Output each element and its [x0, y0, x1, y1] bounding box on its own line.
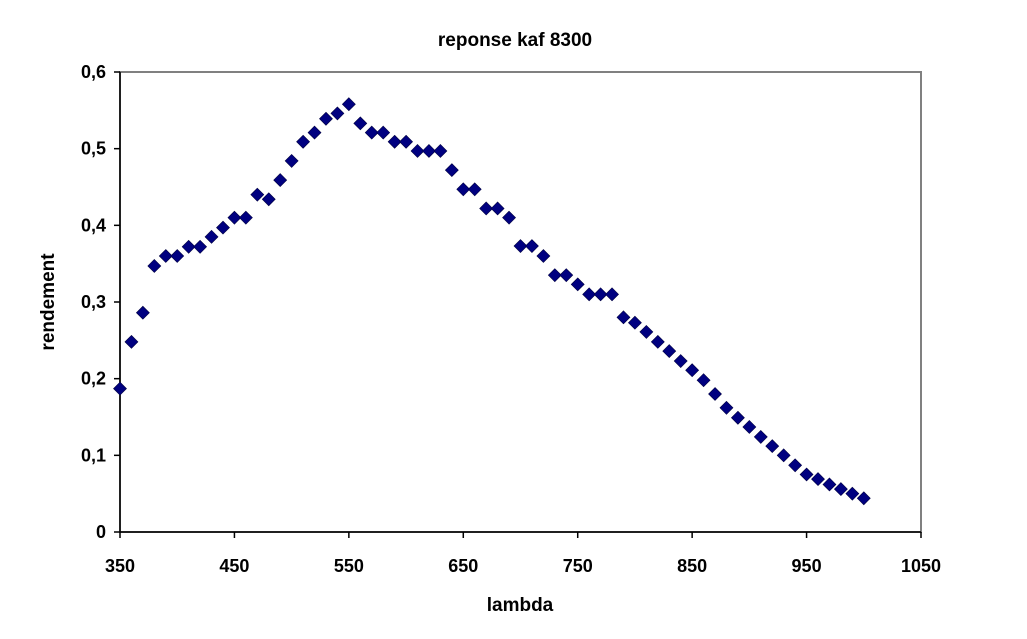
- data-point: [135, 305, 150, 320]
- data-point: [696, 373, 711, 388]
- plot-area-frame: [119, 71, 922, 533]
- x-tick-label: 450: [219, 556, 249, 576]
- data-point: [250, 187, 265, 202]
- data-point: [181, 239, 196, 254]
- data-point: [639, 324, 654, 339]
- data-point: [845, 486, 860, 501]
- data-point: [387, 134, 402, 149]
- data-point: [593, 287, 608, 302]
- data-point: [730, 410, 745, 425]
- data-point: [479, 201, 494, 216]
- data-point: [582, 287, 597, 302]
- data-point: [765, 439, 780, 454]
- data-point: [788, 458, 803, 473]
- data-point: [422, 144, 436, 158]
- data-point: [376, 125, 391, 140]
- data-point: [811, 472, 825, 487]
- data-point: [525, 239, 539, 253]
- data-point: [261, 192, 276, 207]
- y-tick-label: 0,1: [81, 445, 106, 465]
- data-point: [330, 106, 345, 121]
- data-point: [628, 315, 642, 330]
- data-point: [856, 491, 871, 506]
- chart-title: reponse kaf 8300: [438, 30, 592, 51]
- data-point: [227, 210, 242, 225]
- data-point: [685, 363, 700, 378]
- data-point: [799, 467, 814, 482]
- x-tick-label: 650: [448, 556, 478, 576]
- x-tick-label: 1050: [901, 556, 941, 576]
- data-point: [353, 116, 368, 131]
- data-point: [296, 134, 311, 149]
- data-point: [822, 477, 837, 492]
- y-tick-label: 0,6: [81, 62, 106, 82]
- data-point: [170, 249, 185, 263]
- y-tick-label: 0,3: [81, 292, 106, 312]
- y-tick-label: 0,2: [81, 369, 106, 389]
- data-point: [307, 125, 322, 140]
- data-point: [273, 173, 288, 188]
- data-point: [490, 201, 505, 216]
- data-point: [570, 277, 585, 292]
- data-point: [319, 111, 333, 126]
- data-point: [650, 334, 665, 349]
- data-point: [433, 144, 448, 158]
- data-point: [559, 268, 574, 283]
- data-point: [193, 239, 208, 254]
- x-tick-label: 350: [105, 556, 135, 576]
- data-point: [708, 387, 722, 401]
- data-point: [536, 249, 551, 263]
- data-point: [113, 381, 127, 396]
- data-point: [124, 334, 139, 349]
- data-point: [204, 229, 219, 244]
- data-point: [399, 134, 413, 149]
- y-axis-label: rendement: [38, 253, 59, 351]
- data-point: [238, 210, 253, 225]
- y-tick-label: 0,4: [81, 215, 106, 235]
- data-point: [456, 182, 471, 197]
- data-point: [158, 249, 173, 263]
- data-point: [605, 287, 619, 302]
- data-point: [662, 344, 677, 358]
- data-point: [341, 97, 356, 112]
- data-point: [616, 310, 631, 325]
- data-point: [547, 268, 562, 283]
- data-point: [753, 430, 768, 444]
- data-point: [364, 125, 379, 140]
- x-tick-label: 550: [334, 556, 364, 576]
- data-point: [719, 400, 734, 415]
- x-tick-label: 950: [792, 556, 822, 576]
- data-point: [444, 163, 459, 178]
- data-point: [502, 210, 516, 225]
- data-point: [467, 182, 482, 197]
- data-point: [673, 354, 688, 368]
- x-axis-label: lambda: [487, 595, 554, 616]
- y-tick-label: 0,5: [81, 139, 106, 159]
- data-point: [833, 482, 848, 496]
- data-point: [776, 448, 791, 463]
- data-points: [113, 97, 871, 506]
- y-tick-label: 0: [96, 522, 106, 542]
- data-point: [410, 144, 425, 158]
- data-point: [284, 154, 299, 168]
- y-axis-ticks: 0 0,1 0,2 0,3 0,4 0,5 0,6: [81, 62, 120, 542]
- data-point: [147, 259, 162, 273]
- data-point: [513, 239, 528, 253]
- x-axis-ticks: 350 450 550 650 750 850 950 1050: [105, 532, 941, 576]
- x-tick-label: 850: [677, 556, 707, 576]
- x-tick-label: 750: [563, 556, 593, 576]
- data-point: [216, 220, 230, 235]
- data-point: [742, 420, 757, 434]
